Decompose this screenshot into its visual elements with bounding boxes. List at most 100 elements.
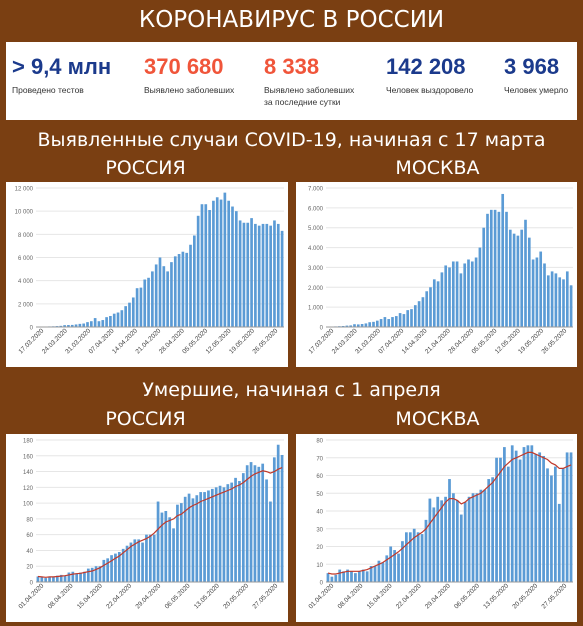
y-tick-label: 80	[26, 517, 33, 523]
bar	[543, 263, 546, 327]
x-tick-label: 08.04.2020	[47, 582, 75, 610]
y-tick-label: 0	[30, 581, 34, 587]
bar	[128, 302, 131, 327]
bar	[535, 257, 539, 327]
bar	[471, 493, 475, 582]
bar	[222, 487, 226, 582]
x-tick-label: 15.04.2020	[366, 582, 394, 610]
bar	[86, 568, 90, 582]
bar	[40, 577, 44, 582]
bar	[408, 532, 412, 582]
bar	[183, 496, 187, 582]
y-tick-label: 5.000	[308, 226, 324, 232]
y-tick-label: 4.000	[308, 246, 324, 252]
bar	[514, 450, 518, 582]
bar	[173, 256, 177, 327]
bar	[402, 314, 406, 327]
bar	[512, 233, 516, 327]
bar	[565, 452, 569, 582]
bar	[269, 501, 272, 582]
bar	[389, 546, 393, 582]
y-tick-label: 10 000	[15, 210, 34, 216]
bar	[501, 193, 505, 327]
bar	[254, 223, 257, 327]
y-tick-label: 20	[26, 565, 33, 571]
bar	[432, 507, 436, 582]
stat-daily-cases: 8 338 Выявлено заболевших за последние с…	[264, 54, 354, 108]
bar	[109, 315, 112, 327]
bar	[257, 466, 261, 582]
bar	[373, 566, 377, 582]
bar	[230, 482, 234, 582]
stat-deaths-label: Человек умерло	[504, 85, 569, 95]
bar	[204, 204, 208, 327]
bar	[527, 237, 531, 327]
stat-recovered-label: Человек выздоровело	[386, 85, 474, 95]
bar	[428, 498, 432, 582]
bar	[63, 325, 66, 327]
bar	[405, 532, 408, 582]
bar	[497, 211, 501, 327]
stat-cases-value: 370 680	[144, 54, 224, 79]
bar	[179, 503, 183, 582]
bar	[557, 503, 561, 582]
moving-average-line	[327, 451, 572, 575]
bar	[542, 455, 545, 582]
page-title: КОРОНАВИРУС В РОССИИ	[138, 7, 445, 33]
bar	[432, 279, 436, 327]
cases-section-title: Выявленные случаи COVID-19, начиная с 17…	[37, 129, 546, 151]
bar	[137, 539, 141, 582]
bar	[241, 473, 245, 582]
bar	[101, 320, 105, 327]
bar	[448, 479, 451, 582]
stat-recovered-value: 142 208	[386, 54, 466, 79]
bar	[510, 445, 514, 582]
bar	[59, 574, 63, 582]
bar	[158, 257, 162, 327]
bar	[467, 259, 470, 327]
bar	[401, 541, 404, 582]
cases-moscow-chart: 01.0002.0003.0004.0005.0006.0007.00017.0…	[307, 187, 573, 355]
bar	[369, 566, 373, 582]
bar	[124, 306, 127, 327]
cases-moscow-header: МОСКВА	[395, 157, 480, 179]
bar	[381, 562, 385, 582]
stat-tests: > 9,4 млн Проведено тестов	[12, 54, 111, 96]
y-tick-label: 40	[316, 510, 323, 516]
bar	[97, 321, 101, 327]
bar	[383, 317, 387, 327]
bar	[444, 265, 448, 327]
bar	[93, 318, 97, 327]
bar	[189, 244, 192, 327]
deaths-section-title: Умершие, начиная с 1 апреля	[142, 379, 441, 401]
y-tick-label: 40	[26, 549, 33, 555]
bar	[338, 569, 342, 582]
bar	[561, 468, 565, 582]
y-tick-label: 8 000	[18, 233, 34, 239]
bar	[493, 209, 497, 327]
x-tick-label: 22.04.2020	[395, 582, 423, 610]
bar	[334, 574, 338, 582]
bar	[483, 489, 487, 582]
bar	[86, 322, 89, 327]
bar	[394, 316, 398, 327]
bar	[67, 572, 71, 582]
bar	[482, 227, 486, 327]
bar	[368, 322, 372, 327]
bar	[539, 251, 543, 327]
bar	[200, 204, 204, 327]
bar	[342, 571, 346, 582]
bar	[208, 210, 211, 327]
bar	[503, 447, 506, 582]
x-tick-label: 13.05.2020	[482, 582, 510, 610]
bar	[238, 481, 241, 582]
bar	[412, 528, 416, 582]
bar	[489, 209, 493, 327]
deaths-moscow-header: МОСКВА	[395, 408, 480, 430]
y-tick-label: 6 000	[18, 256, 34, 262]
bar	[90, 567, 94, 582]
bar	[377, 560, 381, 582]
bar	[120, 310, 124, 327]
bar	[154, 264, 158, 327]
